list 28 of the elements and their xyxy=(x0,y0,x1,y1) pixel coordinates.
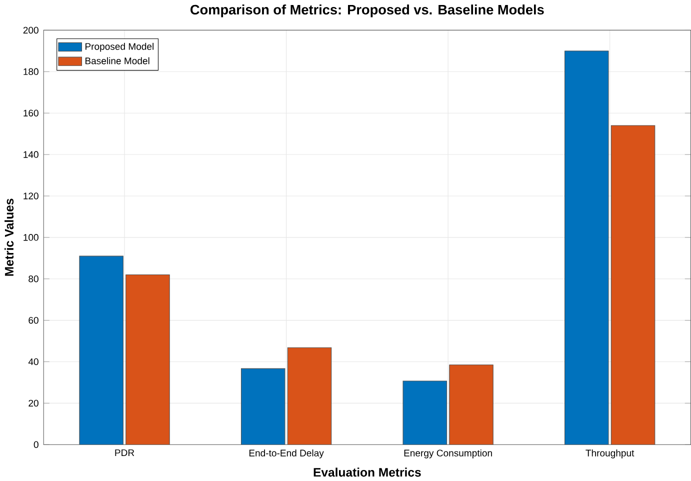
y-tick-label: 40 xyxy=(28,358,38,366)
x-tick-label: End-to-End Delay xyxy=(249,449,324,458)
bar xyxy=(564,50,609,445)
y-tick-label: 60 xyxy=(28,316,38,324)
x-tick-label: PDR xyxy=(115,449,134,456)
legend-label: Proposed Model xyxy=(86,42,154,52)
bar xyxy=(79,256,124,445)
bar xyxy=(126,274,170,445)
y-tick-label: 20 xyxy=(28,400,38,406)
bar xyxy=(287,347,332,445)
bar xyxy=(610,125,656,445)
y-tick-label: 200 xyxy=(23,26,38,34)
chart-title: Comparison of Metrics: Proposed vs. Baseline Models xyxy=(190,4,544,18)
legend-label: Baseline Model xyxy=(86,57,150,64)
x-tick-label: Throughput xyxy=(586,449,634,458)
y-tick-label: 120 xyxy=(24,192,38,200)
y-tick-label: 0 xyxy=(34,441,38,448)
y-tick-label: 80 xyxy=(28,275,38,282)
y-axis-title: Metric Values xyxy=(4,198,14,276)
y-tick-label: 140 xyxy=(24,151,38,158)
y-tick-label: 160 xyxy=(24,110,38,116)
x-axis-title: Evaluation Metrics xyxy=(314,468,421,477)
x-tick-label: Energy Consumption xyxy=(404,449,492,458)
y-tick-label: 180 xyxy=(24,68,38,75)
bar xyxy=(402,380,447,445)
bar xyxy=(449,364,494,445)
bar xyxy=(240,368,286,445)
y-tick-label: 100 xyxy=(24,234,38,241)
